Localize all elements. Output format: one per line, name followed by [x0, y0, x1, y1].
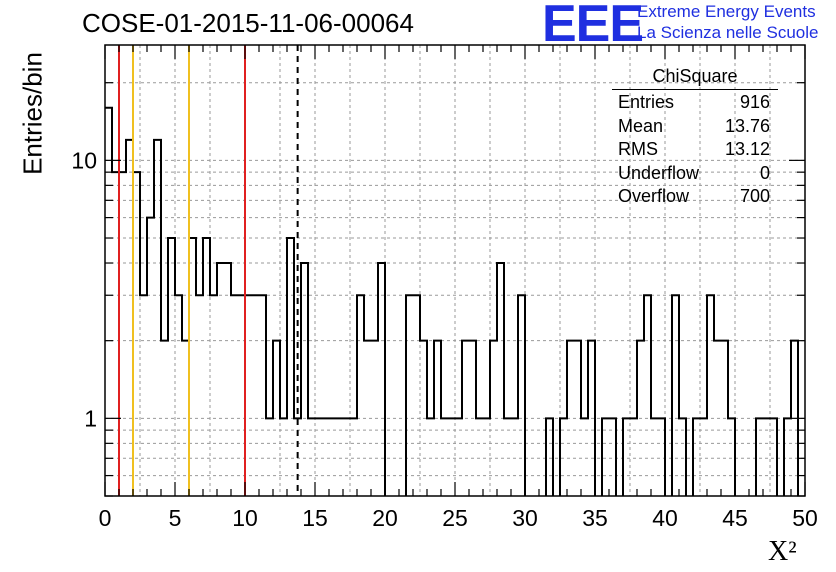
stats-label: Mean	[618, 115, 664, 136]
y-tick-label: 1	[84, 405, 97, 431]
stats-row: Mean 13.76	[612, 115, 778, 139]
stats-row: RMS 13.12	[612, 138, 778, 162]
x-tick-label: 35	[582, 505, 608, 531]
stats-row: Overflow 700	[612, 185, 778, 209]
logo-line-2: La Scienza nelle Scuole	[637, 23, 819, 42]
logo-line-1: Extreme Energy Events	[637, 2, 816, 21]
eee-logo-mark: EEE	[542, 0, 644, 53]
x-tick-label: 45	[722, 505, 748, 531]
histogram-outline	[105, 106, 799, 496]
x-tick-label: 15	[302, 505, 328, 531]
stats-row: Entries 916	[612, 91, 778, 115]
stats-title: ChiSquare	[612, 66, 778, 90]
x-tick-label: 5	[169, 505, 182, 531]
stats-label: Underflow	[618, 162, 700, 183]
chart-title: COSE-01-2015-11-06-00064	[82, 8, 414, 38]
stats-row: Underflow 0	[612, 162, 778, 186]
stats-label: Entries	[618, 92, 675, 112]
x-tick-label: 50	[792, 505, 818, 531]
x-tick-label: 0	[99, 505, 112, 531]
x-axis-label: X²	[768, 536, 797, 567]
stats-value: 0	[759, 162, 770, 183]
stats-value: 700	[739, 186, 770, 206]
stats-value: 916	[739, 92, 770, 112]
y-tick-label: 10	[71, 147, 97, 173]
stats-label: Overflow	[618, 186, 690, 206]
stats-label: RMS	[618, 139, 658, 159]
stats-value: 13.12	[724, 139, 770, 159]
x-tick-label: 25	[442, 505, 468, 531]
x-tick-label: 10	[232, 505, 258, 531]
x-tick-label: 20	[372, 505, 398, 531]
x-tick-label: 40	[652, 505, 678, 531]
stats-value: 13.76	[724, 115, 770, 136]
y-axis-label: Entries/bin	[17, 52, 48, 175]
stats-box: ChiSquare Entries 916 Mean 13.76 RMS 13.…	[612, 66, 778, 209]
x-tick-label: 30	[512, 505, 538, 531]
